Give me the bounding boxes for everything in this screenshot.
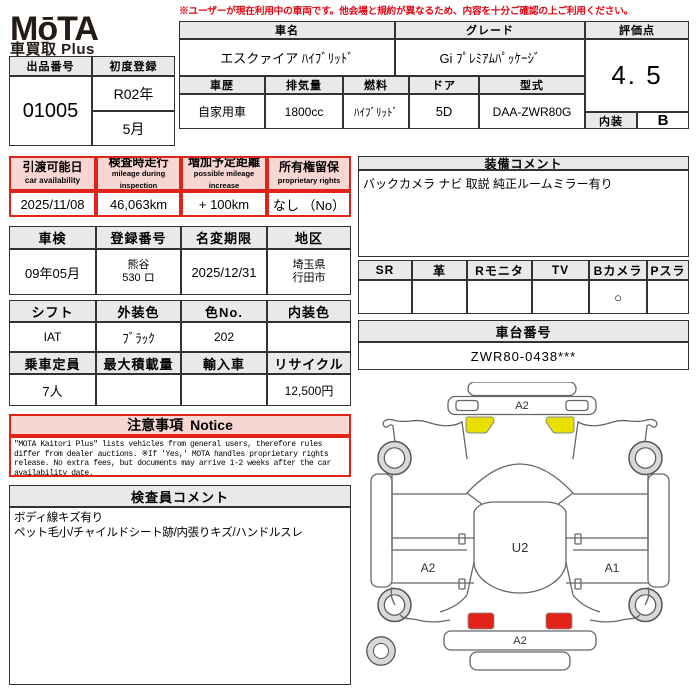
svg-text:U2: U2 xyxy=(512,540,529,555)
svg-text:A2: A2 xyxy=(515,400,528,412)
svg-text:A1: A1 xyxy=(605,561,620,575)
svg-text:A2: A2 xyxy=(513,635,526,647)
svg-text:A2: A2 xyxy=(421,561,436,575)
